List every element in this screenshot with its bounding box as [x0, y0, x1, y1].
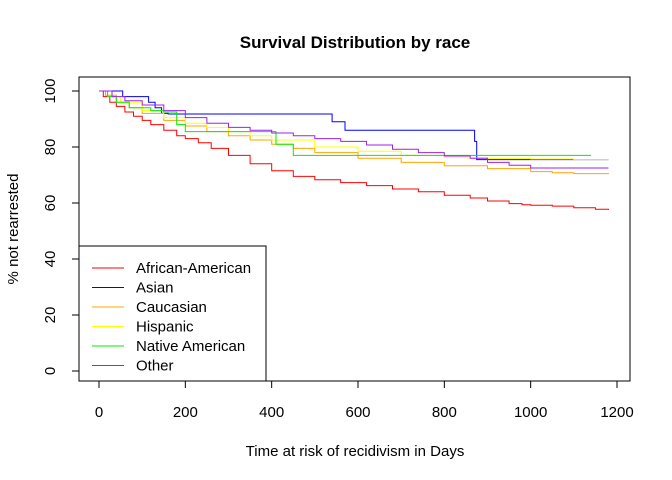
legend-label-0: African-American [136, 260, 251, 277]
x-tick-label: 400 [259, 404, 284, 421]
y-tick-label: 60 [42, 195, 59, 212]
x-tick-label: 200 [173, 404, 198, 421]
series-line-4 [99, 90, 592, 156]
x-tick-label: 1000 [514, 404, 547, 421]
legend-label-2: Caucasian [136, 299, 207, 316]
series-line-1 [99, 90, 609, 161]
y-axis: 0 20 40 60 80 100 [42, 78, 80, 375]
x-axis: 0 200 400 600 800 1000 1200 [95, 380, 634, 421]
series-line-5 [99, 90, 609, 169]
x-tick-label: 1200 [600, 404, 633, 421]
y-tick-label: 100 [42, 78, 59, 103]
chart-title: Survival Distribution by race [240, 33, 471, 52]
legend-label-4: Native American [136, 338, 245, 355]
legend-label-5: Other [136, 358, 174, 375]
x-tick-label: 600 [345, 404, 370, 421]
y-axis-label: % not rearrested [5, 174, 22, 285]
series-line-2 [99, 90, 609, 175]
y-tick-label: 40 [42, 251, 59, 268]
series-line-0 [99, 90, 609, 210]
legend: African-American Asian Caucasian Hispanic Na… [78, 245, 267, 382]
x-axis-label: Time at risk of recidivism in Days [246, 443, 465, 460]
series-layer [99, 90, 609, 210]
x-tick-label: 800 [432, 404, 457, 421]
y-tick-label: 80 [42, 139, 59, 156]
legend-label-3: Hispanic [136, 319, 194, 336]
x-tick-label: 0 [95, 404, 103, 421]
series-line-3 [99, 90, 609, 161]
legend-label-1: Asian [136, 280, 174, 297]
y-tick-label: 0 [42, 367, 59, 375]
y-tick-label: 20 [42, 307, 59, 324]
